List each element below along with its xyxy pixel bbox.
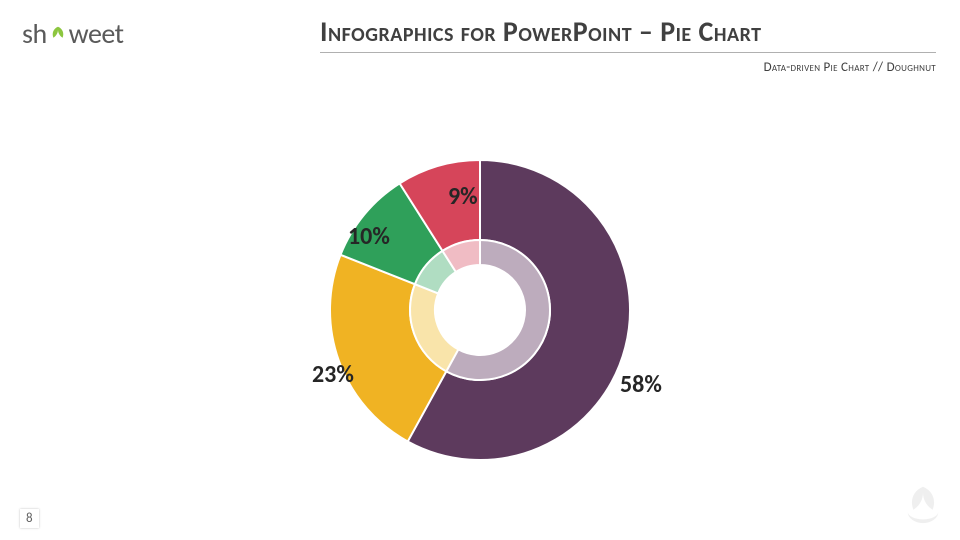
page-subtitle: Data-driven Pie Chart // Doughnut: [764, 60, 936, 75]
doughnut-chart: 58% 23% 10% 9%: [280, 130, 680, 510]
logo-text-left: sh: [22, 16, 47, 51]
slice-label: 9%: [448, 182, 478, 211]
watermark-icon: [900, 481, 946, 532]
doughnut-hole: [435, 265, 525, 355]
page-title: Infographics for PowerPoint – Pie Chart: [320, 14, 936, 49]
logo: shweet: [22, 16, 124, 51]
slice-label: 23%: [312, 360, 354, 389]
title-divider: [320, 52, 936, 53]
logo-text-right: weet: [69, 16, 124, 51]
slice-label: 10%: [348, 222, 390, 251]
leaf-icon: [47, 19, 69, 54]
slice-label: 58%: [620, 370, 662, 399]
page-number: 8: [20, 509, 39, 528]
doughnut-rings: [330, 160, 630, 460]
